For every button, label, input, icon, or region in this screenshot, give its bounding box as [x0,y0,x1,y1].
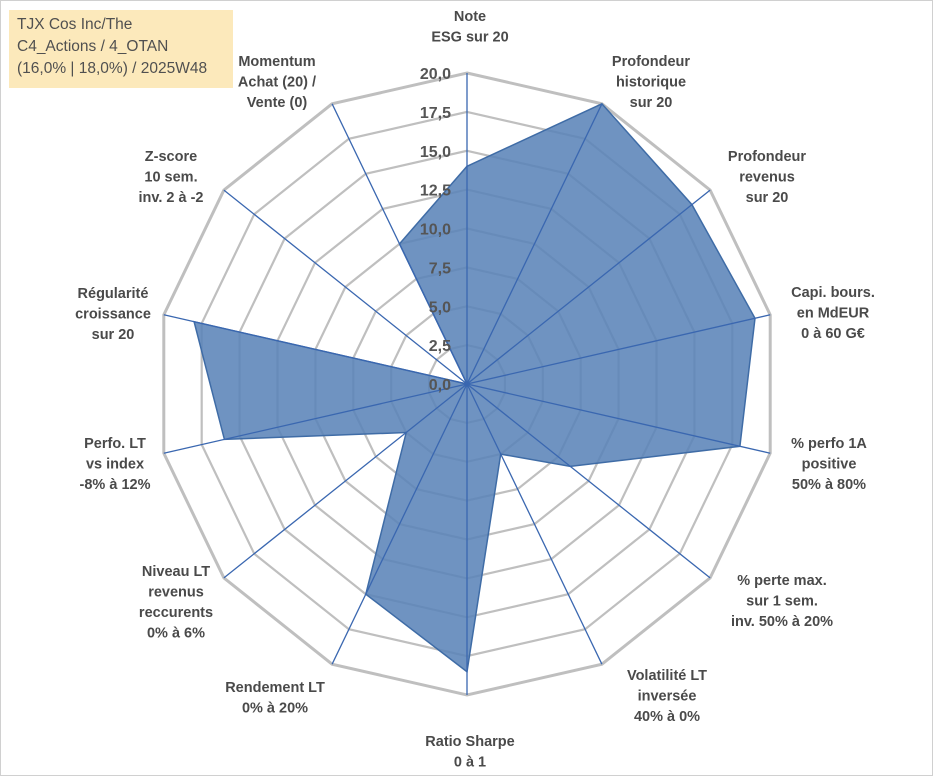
data-point [600,102,603,105]
axis-label-line: historique [616,75,686,91]
axis-label-line: 0 à 1 [454,755,486,771]
data-point [569,465,572,468]
axis-label: Note ESG sur 20 [431,9,508,46]
axis-label: Régularité croissance sur 20 [75,286,151,343]
axis-label: Ratio Sharpe 0 à 1 [425,734,514,771]
axis-spoke [223,383,468,579]
axis-label: Niveau LT revenus reccurents 0% à 6% [139,564,213,642]
axis-label: Volatilité LT inversée 40% à 0% [627,668,707,725]
axis-label: Profondeur historique sur 20 [612,54,690,111]
axis-label: Z-score 10 sem. inv. 2 à -2 [138,149,203,206]
title-line-2: C4_Actions / 4_OTAN [17,38,169,55]
axis-label-line: % perfo 1A [791,436,867,452]
axis-spoke [466,103,603,385]
axis-spoke [466,189,711,385]
axis-label-line: positive [802,457,857,473]
axis-label-line: Perfo. LT [84,436,146,452]
data-point [754,317,757,320]
axis-label-line: % perte max. [737,573,826,589]
axis-label-line: Note [454,9,486,25]
axis-label-line: croissance [75,307,151,323]
axis-spoke [466,314,771,385]
axis-label-line: Ratio Sharpe [425,734,514,750]
axis-label-line: sur 20 [630,95,673,111]
axis-label: Profondeur revenus sur 20 [728,149,806,206]
tick-label: 0,0 [429,377,451,394]
tick-label: 15,0 [420,144,451,161]
title-line-3: (16,0% | 18,0%) / 2025W48 [17,60,208,77]
tick-label: 10,0 [420,222,451,239]
axis-label-line: -8% à 12% [80,477,151,493]
data-point [364,593,367,596]
axis-label-line: en MdEUR [797,306,870,322]
data-point [466,383,469,386]
axis-label-line: Vente (0) [247,95,308,111]
axis-label-line: revenus [148,585,204,601]
chart-title-box: TJX Cos Inc/The C4_Actions / 4_OTAN (16,… [9,10,233,88]
data-point [466,670,469,673]
tick-label: 5,0 [429,299,451,316]
axis-label: Rendement LT 0% à 20% [225,680,325,717]
axis-spoke [331,383,468,665]
axis-label: Perfo. LT vs index -8% à 12% [80,436,151,493]
axis-label-line: Capi. bours. [791,285,875,301]
axis-label-line: 0% à 6% [147,626,205,642]
axis-label-line: sur 20 [92,327,135,343]
axis-label-line: ESG sur 20 [431,30,508,46]
axis-label-line: Niveau LT [142,564,210,580]
axis-label-line: 10 sem. [144,170,197,186]
data-point [466,165,469,168]
axis-spoke [466,383,711,579]
axis-label-line: inv. 50% à 20% [731,614,833,630]
data-point [398,242,401,245]
data-point [690,203,693,206]
data-area [193,102,756,674]
axis-spoke [163,314,468,385]
axis-label-line: Profondeur [612,54,690,70]
tick-label: 12,5 [420,183,451,200]
axis-label: % perte max. sur 1 sem. inv. 50% à 20% [731,573,833,630]
tick-label: 7,5 [429,260,451,277]
axis-label-line: reccurents [139,605,213,621]
axis-label-line: Z-score [145,149,197,165]
axis-spoke [466,383,603,665]
axis-label-line: inv. 2 à -2 [138,190,203,206]
title-line-1: TJX Cos Inc/The [17,16,133,33]
axis-label: Capi. bours. en MdEUR 0 à 60 G€ [791,285,875,342]
axis-label-line: Achat (20) / [238,75,316,91]
axis-label: % perfo 1A positive 50% à 80% [791,436,867,493]
axis-spokes [163,73,771,695]
data-point [193,320,196,323]
axis-label-line: 50% à 80% [792,477,866,493]
axis-label-line: sur 1 sem. [746,594,818,610]
axis-label-line: Momentum [238,54,315,70]
axis-label-line: Régularité [78,286,149,302]
data-point [499,453,502,456]
data-point [223,438,226,441]
axis-spoke [223,189,468,385]
axis-label-line: 0% à 20% [242,701,308,717]
axis-label-line: revenus [739,170,795,186]
axis-label-line: sur 20 [746,190,789,206]
axis-label-line: inversée [638,689,697,705]
axis-label-line: Rendement LT [225,680,325,696]
data-point [738,445,741,448]
data-point [405,431,408,434]
axis-label-line: vs index [86,457,144,473]
tick-label: 17,5 [420,105,451,122]
axis-label: Momentum Achat (20) / Vente (0) [238,54,316,111]
axis-label-line: Profondeur [728,149,806,165]
axis-spoke [163,383,468,454]
axis-label-line: Volatilité LT [627,668,707,684]
axis-spoke [331,103,468,385]
axis-label-line: 0 à 60 G€ [801,326,865,342]
tick-label: 20,0 [420,66,451,83]
axis-label-line: 40% à 0% [634,709,700,725]
tick-label: 2,5 [429,338,451,355]
axis-spoke [466,383,771,454]
